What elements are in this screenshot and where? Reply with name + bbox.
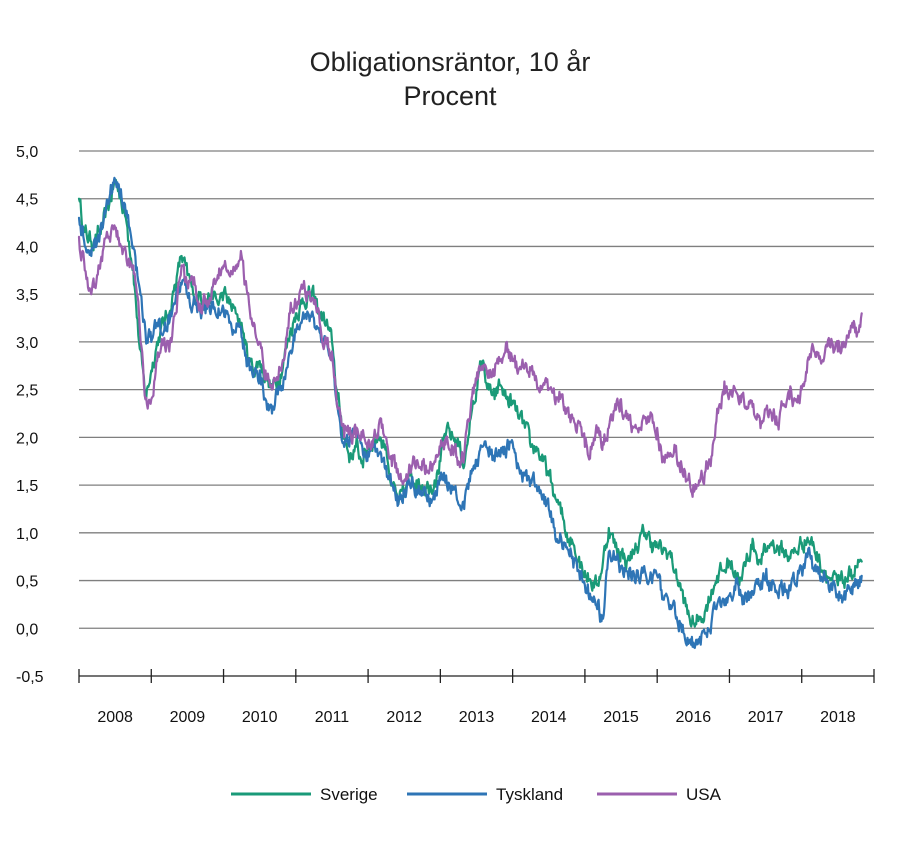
chart-title: Obligationsräntor, 10 år xyxy=(310,47,591,77)
y-tick-label: 3,0 xyxy=(16,335,38,352)
legend: Sverige Tyskland USA xyxy=(231,785,722,804)
y-tick-label: 2,5 xyxy=(16,383,38,400)
series-line-usa xyxy=(77,224,863,498)
y-tick-label: 0,0 xyxy=(16,621,38,638)
y-tick-label: 3,5 xyxy=(16,287,38,304)
x-axis: 2008 2009 2010 2011 2012 2013 2014 2015 2016 2017… xyxy=(78,669,875,726)
y-tick-label: -0,5 xyxy=(16,669,44,686)
chart-subtitle: Procent xyxy=(403,81,497,111)
y-tick-label: 4,5 xyxy=(16,192,38,209)
x-tick-label: 2018 xyxy=(820,709,856,726)
x-tick-label: 2015 xyxy=(603,709,639,726)
y-tick-label: 2,0 xyxy=(16,430,38,447)
series-lines xyxy=(77,176,863,650)
y-tick-label: 1,5 xyxy=(16,478,38,495)
y-tick-label: 5,0 xyxy=(16,144,38,161)
x-tick-label: 2010 xyxy=(242,709,278,726)
y-tick-label: 4,0 xyxy=(16,239,38,256)
y-tick-label: 0,5 xyxy=(16,574,38,591)
x-tick-label: 2008 xyxy=(97,709,133,726)
x-tick-label: 2012 xyxy=(386,709,422,726)
x-tick-label: 2016 xyxy=(676,709,712,726)
x-tick-label: 2013 xyxy=(459,709,495,726)
x-tick-label: 2011 xyxy=(315,709,350,726)
y-axis-ticks: 5,0 4,5 4,0 3,5 3,0 2,5 2,0 1,5 1,0 0,5 0,0 -0,5 xyxy=(16,144,44,686)
legend-label-sverige: Sverige xyxy=(320,785,378,804)
legend-label-tyskland: Tyskland xyxy=(496,785,563,804)
y-tick-label: 1,0 xyxy=(16,526,38,543)
x-tick-label: 2017 xyxy=(748,709,784,726)
x-tick-label: 2014 xyxy=(531,709,567,726)
legend-label-usa: USA xyxy=(686,785,722,804)
x-tick-label: 2009 xyxy=(170,709,206,726)
